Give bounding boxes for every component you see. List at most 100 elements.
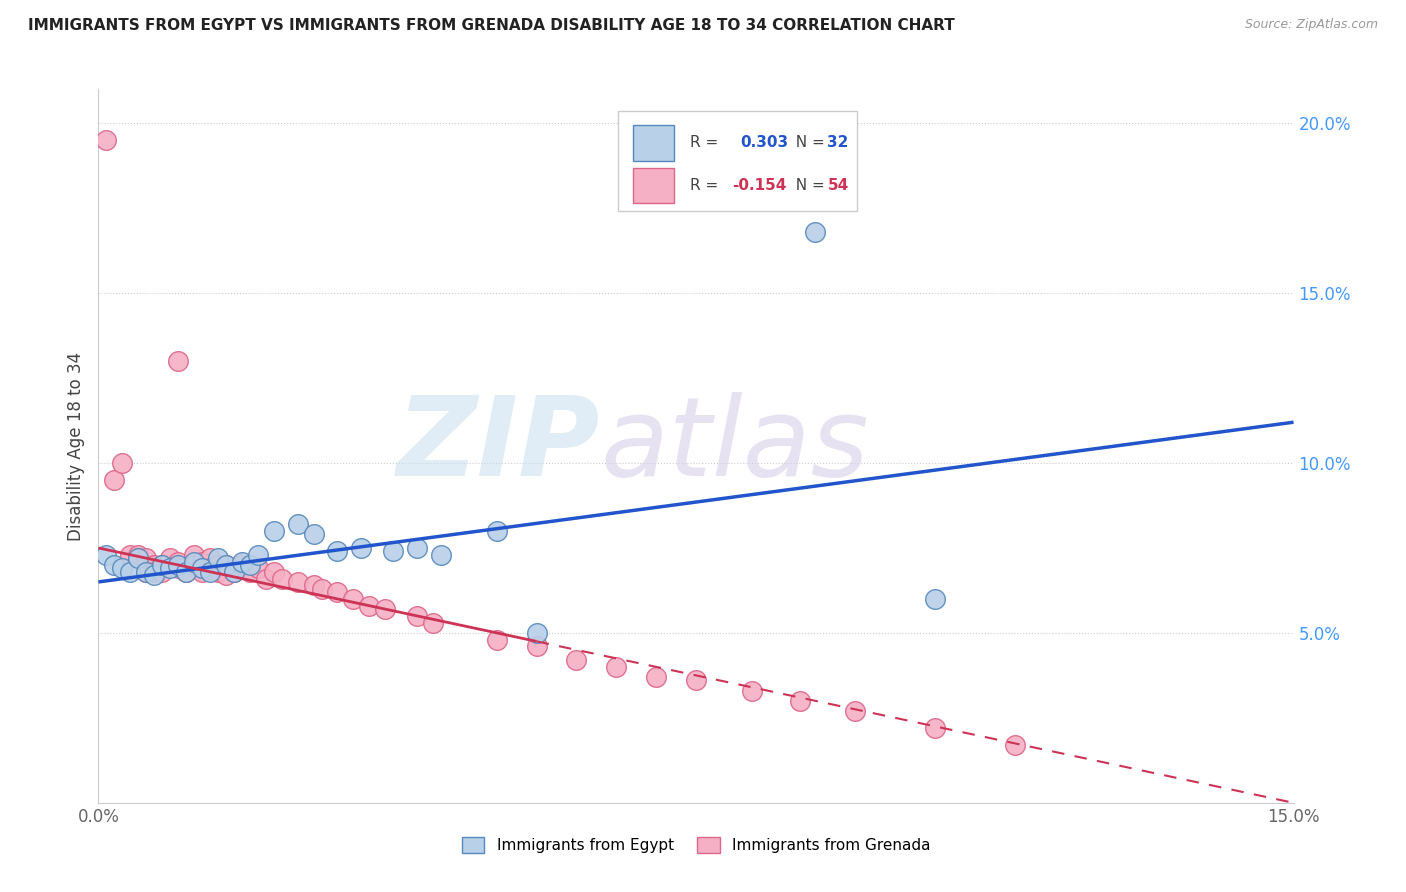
Text: 32: 32 [827, 136, 849, 150]
Point [924, 721, 946, 735]
Point [143, 558, 166, 572]
Text: atlas: atlas [600, 392, 869, 500]
Point [215, 558, 238, 572]
Point [167, 561, 190, 575]
Point [239, 558, 262, 572]
Point [485, 632, 508, 647]
Point [254, 572, 277, 586]
Point [120, 548, 142, 562]
Point [406, 608, 429, 623]
Point [222, 565, 245, 579]
Text: N =: N = [786, 178, 830, 193]
FancyBboxPatch shape [619, 111, 858, 211]
Point [246, 548, 269, 562]
Text: R =: R = [690, 136, 723, 150]
Point [198, 551, 221, 566]
Point [207, 565, 229, 579]
Point [135, 565, 157, 579]
Point [150, 558, 173, 572]
Point [526, 640, 548, 654]
Point [183, 558, 205, 572]
Point [741, 683, 763, 698]
Point [222, 565, 245, 579]
Point [111, 456, 134, 470]
Point [96, 133, 118, 147]
Point [127, 551, 149, 566]
Point [96, 548, 118, 562]
Point [804, 225, 827, 239]
Point [311, 582, 333, 596]
Point [231, 558, 253, 572]
Point [263, 524, 285, 538]
Point [430, 548, 453, 562]
Point [198, 561, 221, 575]
Point [191, 555, 214, 569]
Point [191, 565, 214, 579]
Point [685, 673, 707, 688]
Point [159, 561, 181, 575]
Point [485, 524, 508, 538]
Point [191, 561, 214, 575]
Point [844, 704, 866, 718]
Point [374, 602, 396, 616]
Legend: Immigrants from Egypt, Immigrants from Grenada: Immigrants from Egypt, Immigrants from G… [456, 831, 936, 859]
Point [645, 670, 668, 684]
Text: Source: ZipAtlas.com: Source: ZipAtlas.com [1244, 18, 1378, 31]
Point [103, 473, 125, 487]
Point [263, 565, 285, 579]
Point [150, 565, 173, 579]
Point [207, 558, 229, 572]
Point [382, 544, 405, 558]
Y-axis label: Disability Age 18 to 34: Disability Age 18 to 34 [66, 351, 84, 541]
Point [526, 626, 548, 640]
Point [231, 555, 253, 569]
Point [174, 565, 197, 579]
Point [326, 585, 349, 599]
Point [183, 548, 205, 562]
Point [359, 599, 381, 613]
Point [198, 565, 221, 579]
Point [287, 517, 309, 532]
Point [342, 591, 364, 606]
Text: IMMIGRANTS FROM EGYPT VS IMMIGRANTS FROM GRENADA DISABILITY AGE 18 TO 34 CORRELA: IMMIGRANTS FROM EGYPT VS IMMIGRANTS FROM… [28, 18, 955, 33]
Point [135, 565, 157, 579]
Point [167, 354, 190, 368]
Point [127, 548, 149, 562]
Text: R =: R = [690, 178, 723, 193]
Point [103, 558, 125, 572]
Point [302, 527, 325, 541]
Point [326, 544, 349, 558]
Point [111, 561, 134, 575]
Point [246, 561, 269, 575]
Point [215, 568, 238, 582]
Text: N =: N = [786, 136, 830, 150]
Text: 0.303: 0.303 [740, 136, 789, 150]
Text: -0.154: -0.154 [733, 178, 786, 193]
Point [924, 591, 946, 606]
Point [167, 558, 190, 572]
Point [302, 578, 325, 592]
Point [127, 551, 149, 566]
FancyBboxPatch shape [633, 168, 675, 203]
Point [406, 541, 429, 555]
Point [143, 568, 166, 582]
Point [605, 660, 627, 674]
Point [135, 551, 157, 566]
Point [789, 694, 811, 708]
Text: ZIP: ZIP [396, 392, 600, 500]
Point [215, 558, 238, 572]
Point [207, 551, 229, 566]
Point [159, 551, 181, 566]
Point [167, 555, 190, 569]
Point [174, 565, 197, 579]
Text: 54: 54 [827, 178, 849, 193]
Point [422, 615, 444, 630]
Point [350, 541, 373, 555]
Point [239, 565, 262, 579]
Point [565, 653, 588, 667]
Point [287, 574, 309, 589]
Point [270, 572, 292, 586]
Point [143, 565, 166, 579]
Point [120, 565, 142, 579]
Point [1004, 738, 1026, 752]
